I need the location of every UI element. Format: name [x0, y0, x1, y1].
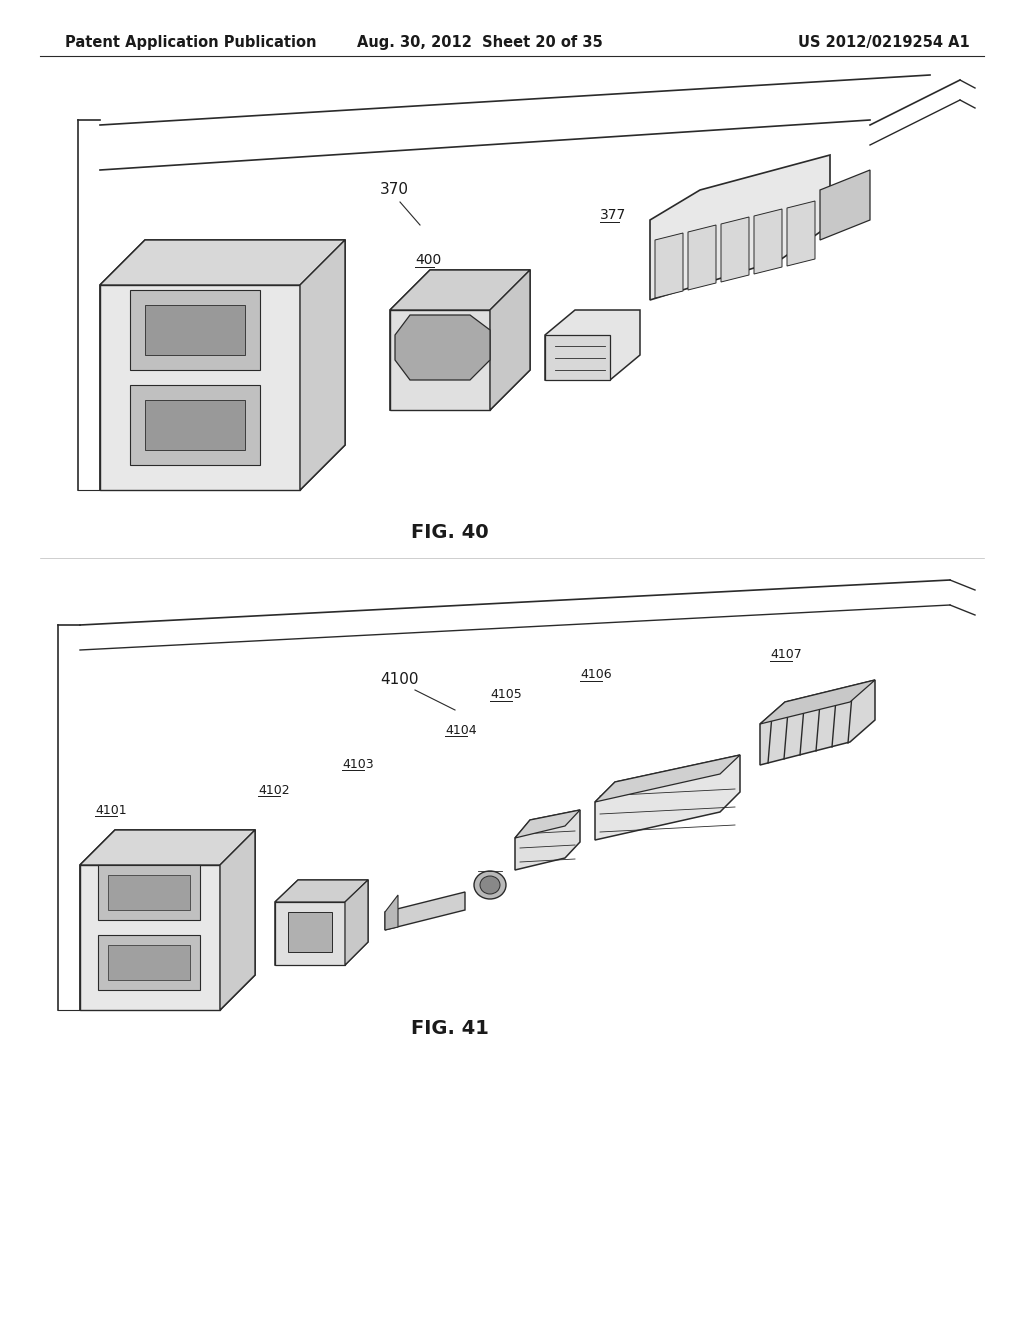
Polygon shape: [80, 830, 255, 1010]
Polygon shape: [275, 880, 368, 902]
Polygon shape: [390, 271, 530, 411]
Text: 4101: 4101: [95, 804, 127, 817]
Polygon shape: [130, 290, 260, 370]
Polygon shape: [275, 880, 368, 965]
Text: 371: 371: [200, 313, 226, 327]
Polygon shape: [787, 201, 815, 267]
Text: 4107: 4107: [770, 648, 802, 661]
Polygon shape: [145, 400, 245, 450]
Text: 4100: 4100: [380, 672, 419, 688]
Polygon shape: [595, 755, 740, 803]
Polygon shape: [515, 810, 580, 838]
Ellipse shape: [474, 871, 506, 899]
Polygon shape: [395, 315, 490, 380]
Polygon shape: [721, 216, 749, 282]
Text: Aug. 30, 2012  Sheet 20 of 35: Aug. 30, 2012 Sheet 20 of 35: [357, 34, 603, 49]
Polygon shape: [300, 240, 345, 490]
Text: FIG. 40: FIG. 40: [412, 524, 488, 543]
Polygon shape: [545, 310, 640, 380]
Polygon shape: [288, 912, 332, 952]
Polygon shape: [345, 880, 368, 965]
Polygon shape: [130, 385, 260, 465]
Polygon shape: [100, 285, 300, 490]
Polygon shape: [820, 170, 870, 240]
Polygon shape: [100, 240, 345, 285]
Text: 4102: 4102: [258, 784, 290, 796]
Text: 4106: 4106: [580, 668, 611, 681]
Polygon shape: [754, 209, 782, 275]
Polygon shape: [760, 680, 874, 766]
Text: 4103: 4103: [342, 758, 374, 771]
Polygon shape: [385, 895, 398, 931]
Polygon shape: [655, 234, 683, 298]
Polygon shape: [100, 240, 345, 490]
Polygon shape: [145, 305, 245, 355]
Polygon shape: [220, 830, 255, 1010]
Text: 377: 377: [600, 209, 627, 222]
Polygon shape: [688, 224, 716, 290]
Text: US 2012/0219254 A1: US 2012/0219254 A1: [799, 34, 970, 49]
Text: Patent Application Publication: Patent Application Publication: [65, 34, 316, 49]
Text: 4104: 4104: [445, 723, 476, 737]
Polygon shape: [390, 271, 530, 310]
Ellipse shape: [480, 876, 500, 894]
Polygon shape: [80, 865, 220, 1010]
Text: 370: 370: [380, 182, 409, 198]
Polygon shape: [760, 680, 874, 723]
Text: 4105: 4105: [490, 689, 522, 701]
Polygon shape: [515, 810, 580, 870]
Polygon shape: [108, 875, 190, 909]
Polygon shape: [275, 902, 345, 965]
Polygon shape: [390, 310, 490, 411]
Polygon shape: [545, 335, 610, 380]
Text: FIG. 41: FIG. 41: [411, 1019, 488, 1038]
Polygon shape: [108, 945, 190, 979]
Polygon shape: [650, 154, 830, 300]
Text: 400: 400: [415, 253, 441, 267]
Polygon shape: [595, 755, 740, 840]
Polygon shape: [80, 830, 255, 865]
Polygon shape: [490, 271, 530, 411]
Polygon shape: [98, 865, 200, 920]
Polygon shape: [385, 892, 465, 931]
Polygon shape: [98, 935, 200, 990]
